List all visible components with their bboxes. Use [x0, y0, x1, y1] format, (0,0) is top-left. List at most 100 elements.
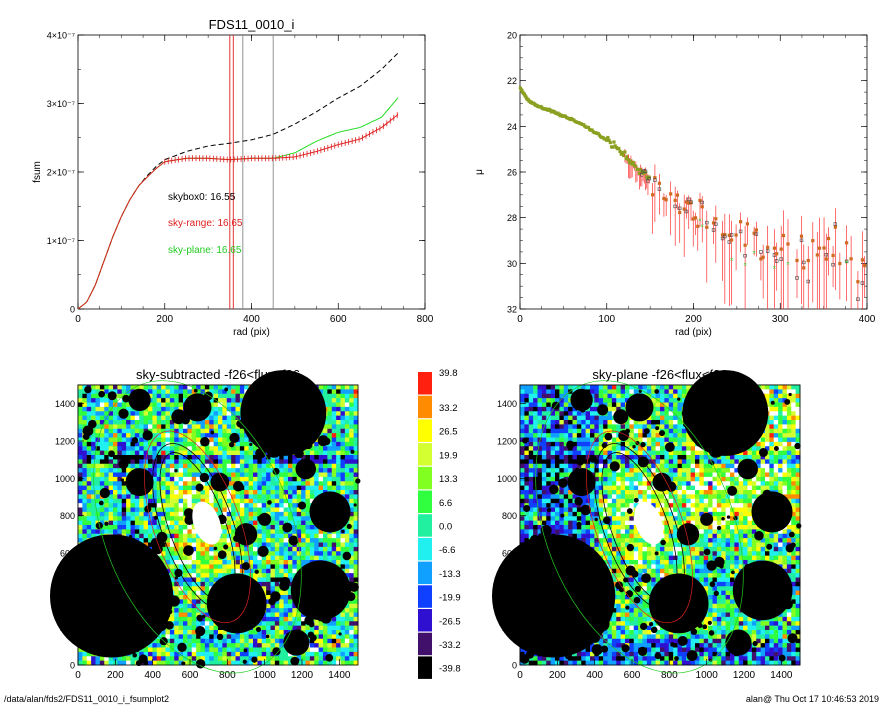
- mask-blob: [135, 648, 140, 653]
- pixel-cell: [323, 625, 328, 631]
- mask-blob: [177, 642, 187, 652]
- pixel-cell: [218, 538, 223, 543]
- mask-blob: [181, 661, 186, 666]
- plane-point: ×: [730, 257, 734, 263]
- pixel-cell: [323, 481, 328, 487]
- plane-point: ×: [698, 218, 702, 224]
- pixel-cell: [226, 643, 232, 648]
- pixel-cell: [178, 516, 184, 522]
- pixel-cell: [174, 446, 180, 452]
- pixel-cell: [196, 533, 201, 539]
- pixel-cell: [301, 520, 306, 526]
- pixel-cell: [218, 498, 223, 504]
- pixel-cell: [152, 638, 158, 644]
- pixel-cell: [226, 520, 232, 526]
- pixel-cell: [344, 621, 350, 627]
- pixel-cell: [257, 555, 263, 561]
- pixel-cell: [353, 638, 359, 644]
- pixel-cell: [178, 507, 184, 513]
- pixel-cell: [292, 529, 298, 535]
- pixel-cell: [187, 656, 193, 662]
- pixel-cell: [174, 406, 180, 412]
- pixel-cell: [305, 476, 311, 482]
- pixel-cell: [152, 402, 158, 408]
- pixel-cell: [257, 481, 263, 487]
- pixel-cell: [218, 651, 223, 657]
- pixel-cell: [226, 476, 232, 482]
- pixel-cell: [139, 525, 145, 530]
- data-point: [624, 157, 628, 161]
- pixel-cell: [99, 476, 105, 482]
- pixel-cell: [318, 450, 324, 456]
- pixel-cell: [288, 529, 293, 535]
- pixel-cell: [148, 516, 153, 522]
- pixel-cell: [274, 538, 280, 543]
- pixel-cell: [183, 660, 188, 666]
- pixel-cell: [253, 525, 258, 530]
- pixel-cell: [126, 463, 131, 469]
- pixel-cell: [139, 455, 145, 460]
- pixel-cell: [126, 441, 131, 447]
- pixel-cell: [244, 520, 250, 526]
- pixel-cell: [292, 525, 298, 530]
- pixel-cell: [86, 450, 92, 456]
- pixel-cell: [169, 385, 175, 390]
- mask-blob: [181, 415, 190, 425]
- pixel-cell: [248, 459, 254, 465]
- pixel-cell: [288, 660, 293, 666]
- pixel-cell: [161, 472, 166, 478]
- pixel-cell: [257, 564, 263, 570]
- pixel-cell: [108, 529, 114, 535]
- pixel-cell: [327, 420, 333, 425]
- data-point: [651, 193, 655, 197]
- pixel-cell: [152, 406, 158, 412]
- pixel-cell: [99, 459, 105, 465]
- pixel-cell: [174, 485, 180, 491]
- pixel-cell: [349, 577, 355, 583]
- pixel-cell: [134, 529, 140, 535]
- pixel-cell: [244, 437, 250, 443]
- pixel-cell: [323, 542, 328, 548]
- pixel-cell: [266, 603, 271, 609]
- pixel-cell: [183, 595, 188, 600]
- pixel-cell: [296, 533, 302, 539]
- pixel-cell: [270, 459, 276, 465]
- pixel-cell: [165, 420, 171, 425]
- pixel-cell: [235, 638, 241, 644]
- pixel-cell: [318, 389, 324, 395]
- pixel-cell: [156, 437, 162, 443]
- pixel-cell: [209, 463, 215, 469]
- pixel-cell: [196, 463, 201, 469]
- data-point: [636, 167, 640, 171]
- pixel-cell: [169, 533, 175, 539]
- pixel-cell: [196, 599, 201, 605]
- pixel-cell: [288, 511, 293, 517]
- pixel-cell: [344, 424, 350, 430]
- pixel-cell: [213, 450, 219, 456]
- pixel-cell: [279, 560, 285, 565]
- pixel-cell: [169, 529, 175, 535]
- mask-blob: [124, 616, 131, 623]
- y-tick-label: 22: [507, 76, 517, 86]
- pixel-cell: [121, 420, 127, 425]
- pixel-cell: [178, 468, 184, 473]
- pixel-cell: [349, 398, 355, 403]
- pixel-cell: [353, 630, 359, 635]
- pixel-cell: [327, 393, 333, 399]
- pixel-cell: [292, 498, 298, 504]
- pixel-cell: [117, 525, 123, 530]
- pixel-cell: [196, 581, 201, 587]
- pixel-cell: [327, 476, 333, 482]
- pixel-cell: [235, 542, 241, 548]
- pixel-cell: [231, 455, 236, 460]
- pixel-cell: [305, 511, 311, 517]
- pixel-cell: [139, 498, 145, 504]
- pixel-cell: [165, 485, 171, 491]
- data-point: [586, 125, 591, 130]
- pixel-cell: [209, 503, 215, 508]
- pixel-cell: [301, 494, 306, 500]
- pixel-cell: [156, 511, 162, 517]
- pixel-cell: [165, 490, 171, 495]
- pixel-cell: [152, 450, 158, 456]
- pixel-cell: [235, 411, 241, 417]
